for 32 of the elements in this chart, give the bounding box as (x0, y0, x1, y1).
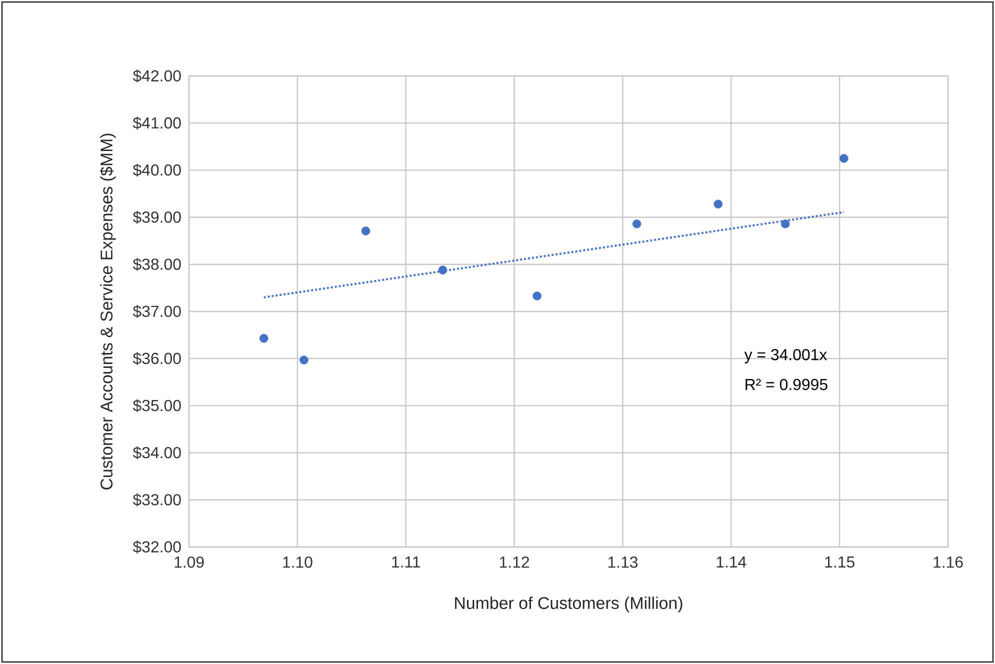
point (840, 154, 848, 163)
x-tick-label: 1.13 (608, 556, 638, 568)
x-tick-label: 1.16 (934, 556, 963, 568)
y-tick-label: $39.00 (132, 210, 181, 224)
y-tick-label: $37.00 (132, 305, 181, 318)
point (780, 219, 790, 228)
x-tick-label: 1.15 (825, 556, 854, 568)
annotation: R² = 0.9995 (746, 378, 828, 390)
point (714, 200, 723, 208)
point (361, 226, 370, 236)
point (632, 219, 642, 228)
y-tick-label: $35.00 (132, 399, 181, 412)
x-tick-label: 1.12 (500, 556, 529, 568)
y-tick-label: $33.00 (132, 493, 181, 506)
y-tick-label: $40.00 (132, 164, 181, 177)
x-axis-title: Number of Customers (Million) (455, 596, 682, 612)
annotation: y = 34.001x (744, 349, 827, 364)
y-tick-label: $32.00 (132, 540, 181, 554)
y-tick-label: $34.00 (132, 446, 181, 460)
y-tick-label: $38.00 (132, 258, 181, 271)
y-tick-label: $36.00 (132, 352, 181, 366)
point (532, 292, 542, 300)
point (438, 266, 448, 274)
y-axis-title: Customer Accounts & Service Expenses ($MM) (100, 134, 116, 490)
y-tick-label: $42.00 (132, 70, 181, 82)
point (259, 334, 268, 343)
x-tick-label: 1.10 (283, 556, 312, 568)
y-tick-label: $41.00 (132, 116, 181, 130)
x-tick-label: 1.09 (174, 556, 204, 568)
point (300, 356, 308, 364)
x-tick-label: 1.14 (716, 556, 746, 568)
x-tick-label: 1.11 (392, 556, 420, 568)
